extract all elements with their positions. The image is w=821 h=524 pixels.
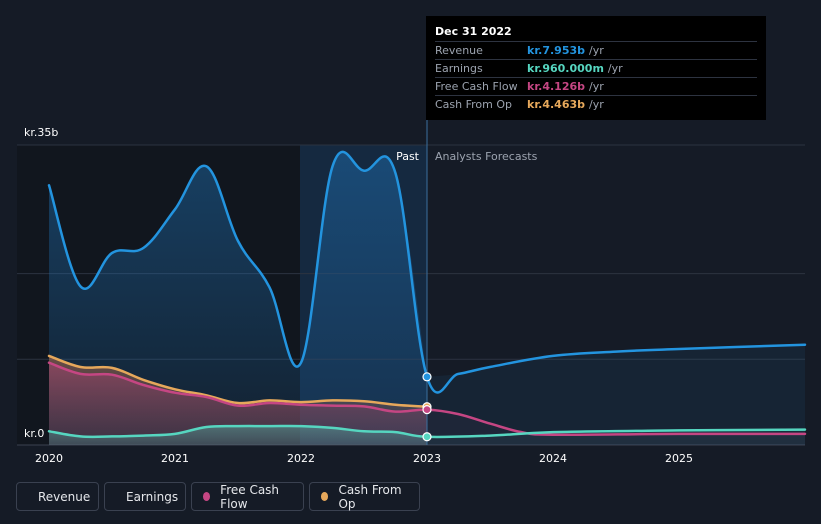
legend-label: Cash From Op [338, 482, 402, 511]
tooltip-row-earnings: Earnings kr.960.000m /yr [435, 59, 757, 77]
legend-label: Free Cash Flow [220, 482, 280, 511]
forecast-area-free-cash-flow [427, 409, 805, 445]
tooltip-row-free-cash-flow: Free Cash Flow kr.4.126b /yr [435, 77, 757, 95]
forecast-label: Analysts Forecasts [435, 150, 538, 163]
line-cash-from-op [47, 354, 429, 408]
y-axis-top-label: kr.35b [24, 126, 58, 139]
tooltip-row-name: Earnings [435, 62, 483, 75]
tooltip-row-value: kr.4.126b [527, 80, 586, 93]
legend-item-free-cash-flow[interactable]: Free Cash Flow [191, 482, 304, 511]
tooltip-row-cash-from-op: Cash From Op kr.4.463b /yr [435, 95, 757, 113]
tooltip-row-value: kr.7.953b [527, 44, 586, 57]
area-revenue [49, 151, 427, 446]
area-free-cash-flow [49, 362, 427, 445]
legend-item-cash-from-op[interactable]: Cash From Op [309, 482, 420, 511]
x-tick-label: 2020 [35, 452, 63, 465]
tooltip-row-unit: /yr [589, 98, 604, 111]
tooltip-row-name: Cash From Op [435, 98, 513, 111]
tooltip-date: Dec 31 2022 [435, 25, 512, 38]
x-tick-label: 2021 [161, 452, 189, 465]
legend-label: Earnings [126, 489, 179, 504]
tooltip-row-name: Revenue [435, 44, 483, 57]
marker-earnings [422, 432, 432, 442]
tooltip-row-unit: /yr [589, 80, 604, 93]
y-axis-zero-label: kr.0 [24, 427, 44, 440]
series-areas [49, 151, 805, 446]
legend-dot-icon [203, 492, 211, 501]
legend-label: Revenue [38, 489, 91, 504]
line-earnings [47, 424, 807, 439]
past-label: Past [396, 150, 420, 163]
x-axis: 2020 2021 2022 2023 2024 2025 [35, 452, 693, 465]
tooltip-row-value: kr.4.463b [527, 98, 586, 111]
area-earnings [49, 425, 427, 445]
legend-item-revenue[interactable]: Revenue [16, 482, 99, 511]
tooltip-row-revenue: Revenue kr.7.953b /yr [435, 41, 757, 59]
forecast-area-revenue [427, 344, 805, 445]
marker-free-cash-flow [422, 405, 432, 415]
series-lines [47, 150, 807, 439]
line-free-cash-flow [47, 361, 807, 437]
tooltip-row-unit: /yr [589, 44, 604, 57]
series-markers [422, 372, 432, 442]
line-revenue [47, 150, 807, 394]
x-tick-label: 2025 [665, 452, 693, 465]
legend-item-earnings[interactable]: Earnings [104, 482, 186, 511]
x-tick-label: 2022 [287, 452, 315, 465]
tooltip-row-value: kr.960.000m [527, 62, 604, 75]
marker-revenue [422, 372, 432, 382]
tooltip: Dec 31 2022 Revenue kr.7.953b /yr Earnin… [426, 16, 766, 120]
x-tick-label: 2024 [539, 452, 567, 465]
legend-dot-icon [321, 492, 329, 501]
tooltip-row-unit: /yr [607, 62, 623, 75]
x-tick-label: 2023 [413, 452, 441, 465]
tooltip-row-name: Free Cash Flow [435, 80, 518, 93]
